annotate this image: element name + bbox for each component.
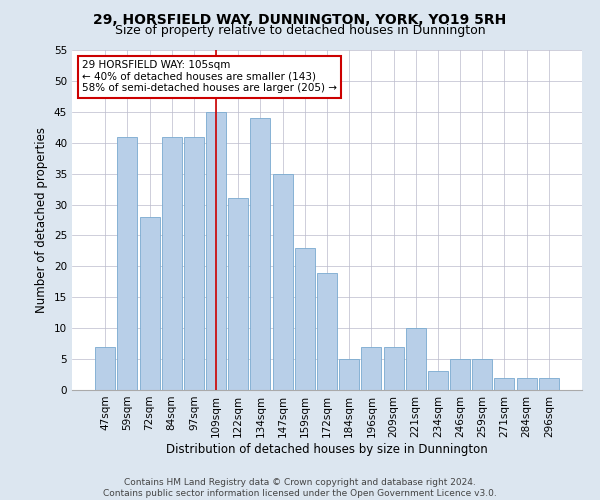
Bar — [250, 118, 271, 390]
Bar — [228, 198, 248, 390]
Bar — [517, 378, 536, 390]
Bar — [428, 372, 448, 390]
Bar — [162, 136, 182, 390]
Bar — [295, 248, 315, 390]
Bar — [118, 136, 137, 390]
Bar — [317, 272, 337, 390]
Bar — [339, 359, 359, 390]
X-axis label: Distribution of detached houses by size in Dunnington: Distribution of detached houses by size … — [166, 442, 488, 456]
Bar — [406, 328, 426, 390]
Bar — [206, 112, 226, 390]
Bar — [472, 359, 492, 390]
Bar — [361, 346, 382, 390]
Text: Size of property relative to detached houses in Dunnington: Size of property relative to detached ho… — [115, 24, 485, 37]
Bar — [494, 378, 514, 390]
Text: 29, HORSFIELD WAY, DUNNINGTON, YORK, YO19 5RH: 29, HORSFIELD WAY, DUNNINGTON, YORK, YO1… — [94, 12, 506, 26]
Bar — [184, 136, 204, 390]
Text: Contains HM Land Registry data © Crown copyright and database right 2024.
Contai: Contains HM Land Registry data © Crown c… — [103, 478, 497, 498]
Y-axis label: Number of detached properties: Number of detached properties — [35, 127, 49, 313]
Bar — [383, 346, 404, 390]
Bar — [539, 378, 559, 390]
Bar — [140, 217, 160, 390]
Bar — [450, 359, 470, 390]
Bar — [272, 174, 293, 390]
Bar — [95, 346, 115, 390]
Text: 29 HORSFIELD WAY: 105sqm
← 40% of detached houses are smaller (143)
58% of semi-: 29 HORSFIELD WAY: 105sqm ← 40% of detach… — [82, 60, 337, 94]
